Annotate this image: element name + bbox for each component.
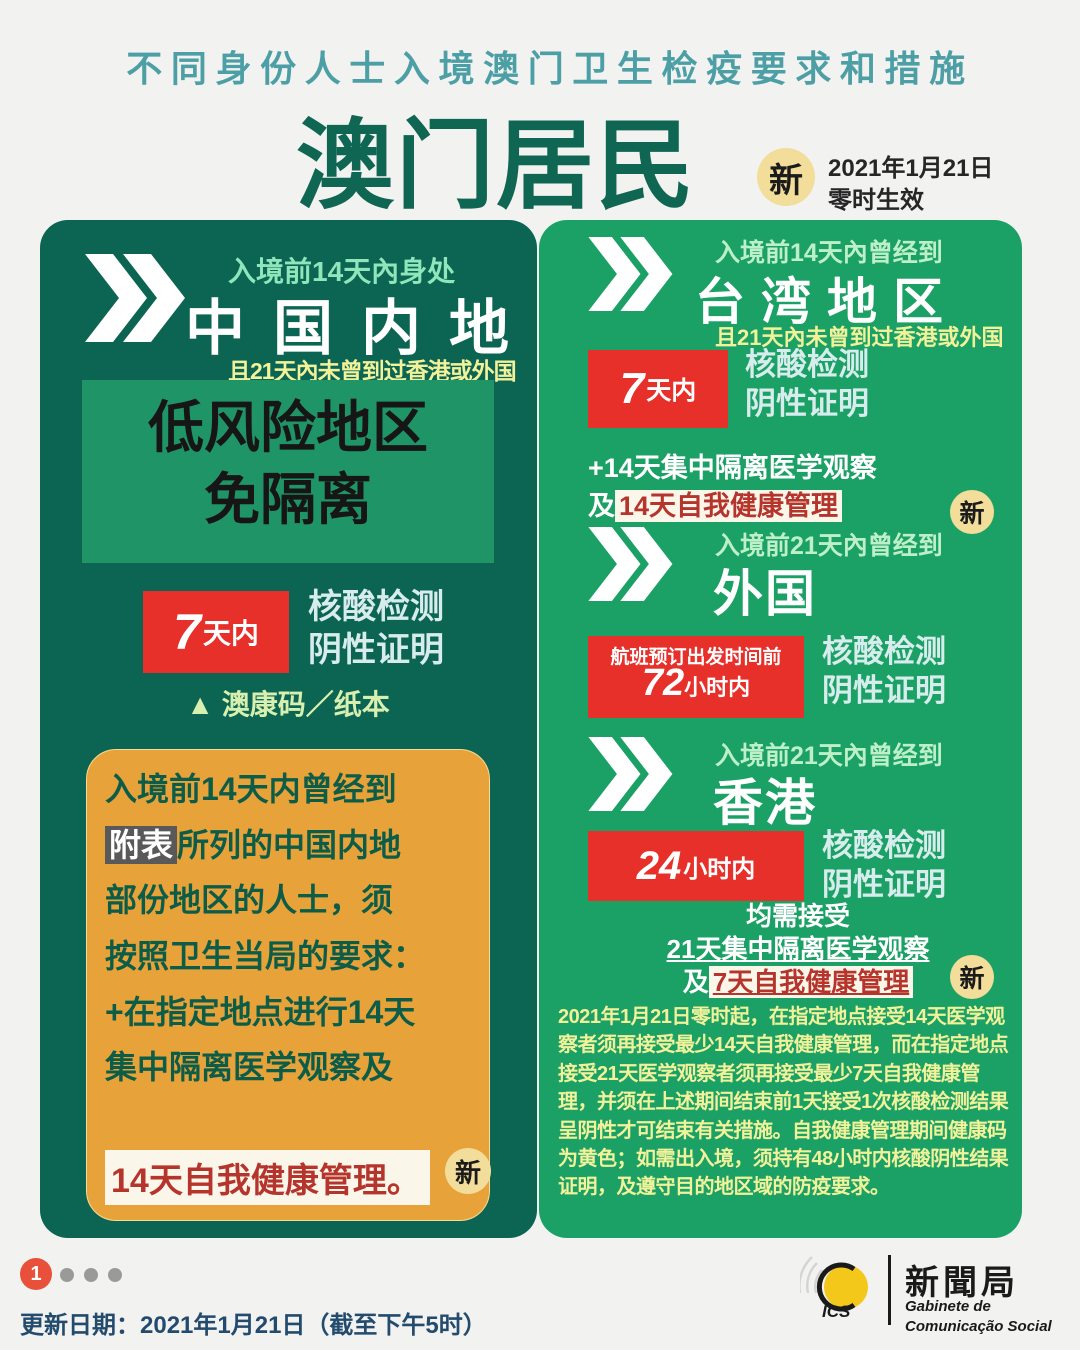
svg-text:ICS: ICS	[822, 1302, 851, 1321]
